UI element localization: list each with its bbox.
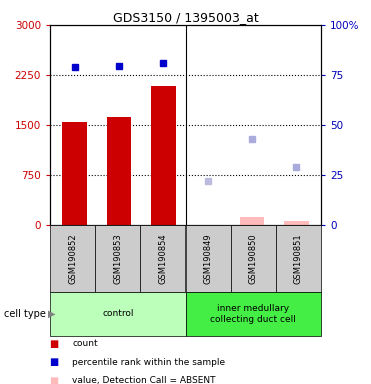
- Bar: [240, 217, 264, 225]
- Text: percentile rank within the sample: percentile rank within the sample: [72, 358, 226, 367]
- Text: cell type: cell type: [4, 309, 46, 319]
- Text: ■: ■: [49, 357, 58, 367]
- Text: value, Detection Call = ABSENT: value, Detection Call = ABSENT: [72, 376, 216, 384]
- Text: GSM190854: GSM190854: [158, 233, 167, 283]
- Text: ■: ■: [49, 376, 58, 384]
- Text: GSM190853: GSM190853: [113, 233, 122, 284]
- Bar: [107, 118, 131, 225]
- Text: control: control: [102, 310, 134, 318]
- Text: GSM190850: GSM190850: [249, 233, 258, 283]
- Bar: [151, 86, 175, 225]
- Bar: [284, 221, 309, 225]
- Bar: [62, 122, 87, 225]
- Text: inner medullary
collecting duct cell: inner medullary collecting duct cell: [210, 304, 296, 324]
- Title: GDS3150 / 1395003_at: GDS3150 / 1395003_at: [113, 11, 258, 24]
- Text: count: count: [72, 339, 98, 348]
- Text: ▶: ▶: [48, 309, 56, 319]
- Text: GSM190849: GSM190849: [204, 233, 213, 283]
- Text: GSM190851: GSM190851: [294, 233, 303, 283]
- Text: ■: ■: [49, 339, 58, 349]
- Text: GSM190852: GSM190852: [68, 233, 77, 283]
